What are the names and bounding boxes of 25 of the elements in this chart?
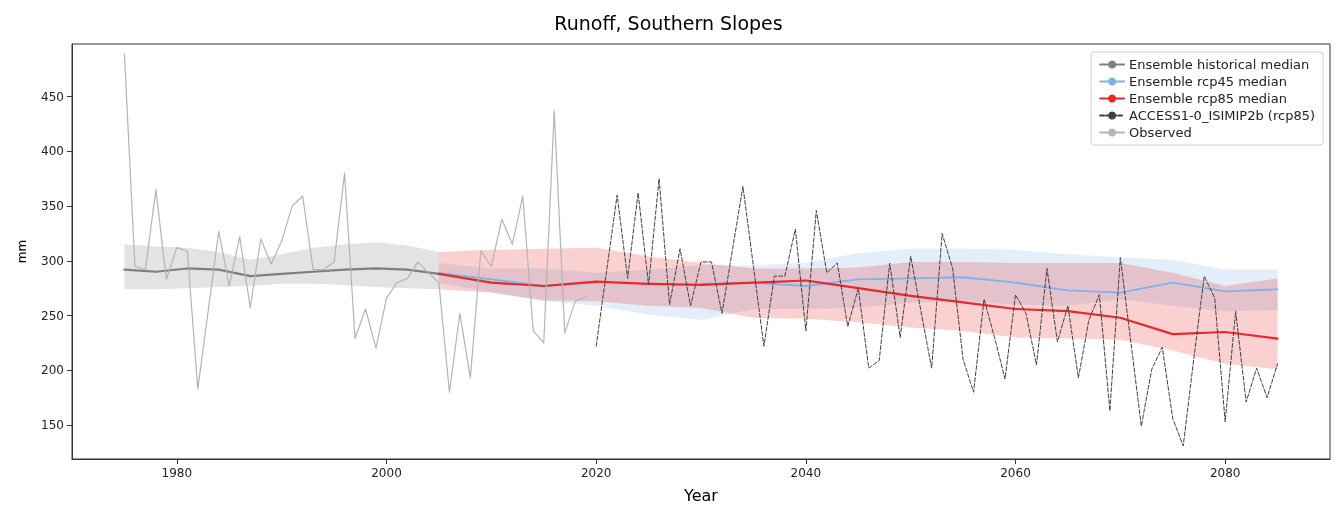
- legend-label: Ensemble rcp85 median: [1129, 91, 1287, 106]
- y-tick-label: 400: [41, 144, 64, 159]
- y-tick-label: 350: [41, 199, 64, 214]
- x-tick-label: 1980: [161, 466, 193, 480]
- line-series: [595, 178, 1279, 447]
- y-tick-label: 150: [41, 418, 64, 433]
- y-tick-label: 450: [41, 89, 64, 104]
- legend-label: Ensemble rcp45 median: [1129, 74, 1287, 89]
- y-tick-label: 200: [41, 363, 64, 378]
- x-tick-label: 2020: [580, 466, 612, 480]
- x-tick-label: 2080: [1209, 466, 1241, 480]
- y-axis-title: mm: [15, 239, 29, 264]
- x-tick-label: 2000: [371, 466, 402, 480]
- legend-label: Observed: [1129, 125, 1192, 140]
- line-series: [123, 53, 587, 393]
- y-tick-label: 250: [41, 308, 64, 323]
- legend-label: Ensemble historical median: [1129, 57, 1310, 72]
- x-tick-label: 2040: [790, 466, 822, 480]
- x-axis-title: Year: [683, 485, 719, 505]
- chart-title: Runoff, Southern Slopes: [554, 11, 783, 34]
- x-tick-label: 2060: [1000, 466, 1031, 480]
- line-series: [437, 272, 1279, 340]
- line-series: [123, 267, 441, 278]
- y-tick-label: 300: [41, 253, 64, 268]
- legend-label: ACCESS1-0_ISIMIP2b (rcp85): [1129, 108, 1316, 123]
